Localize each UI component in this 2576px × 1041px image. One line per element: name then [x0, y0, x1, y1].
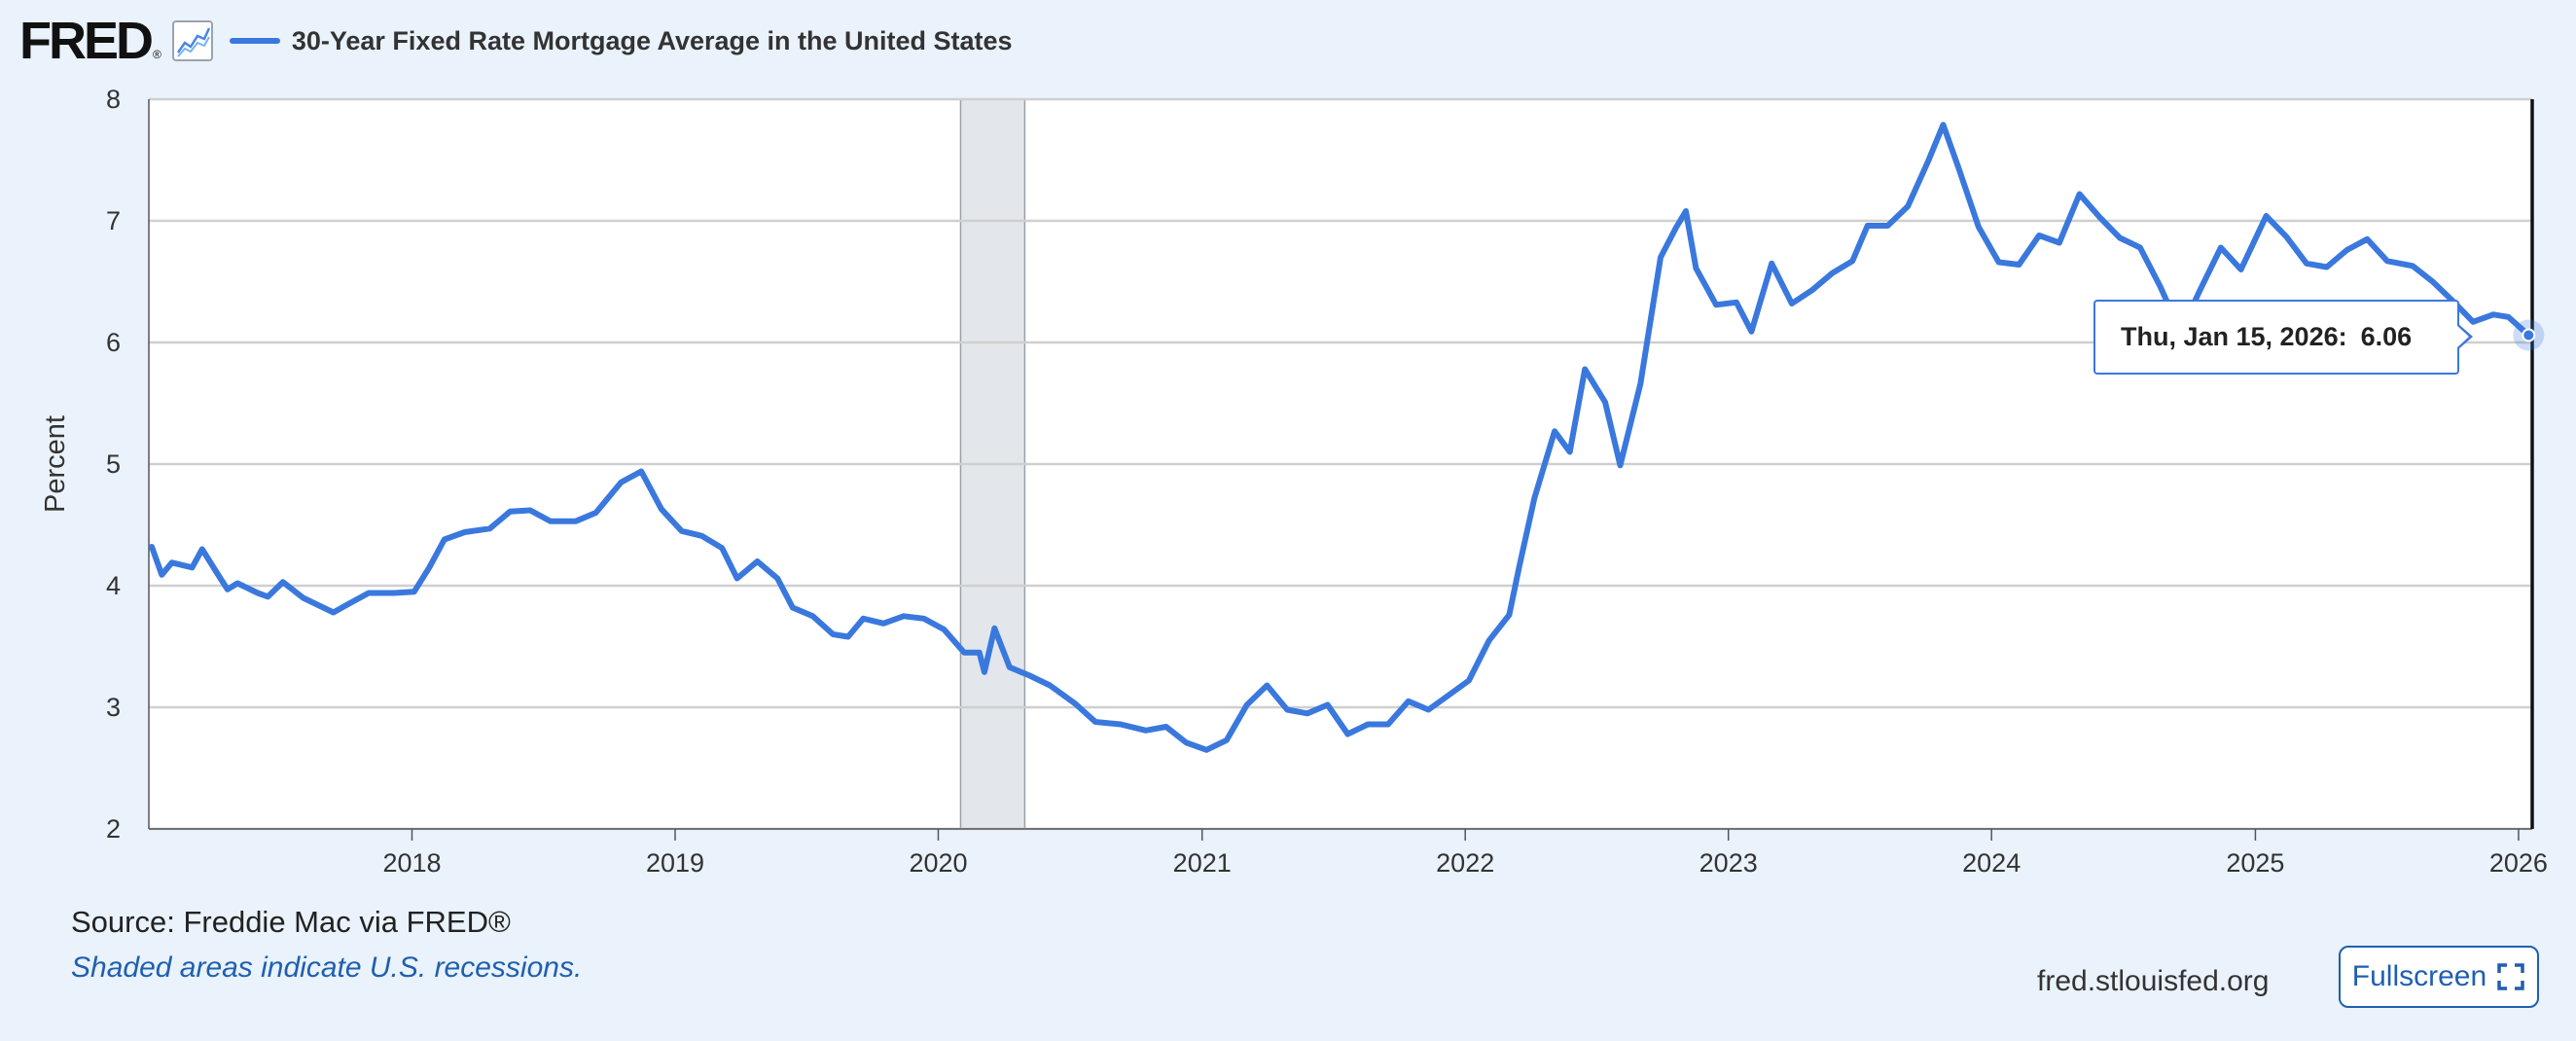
line-graph-icon	[171, 20, 213, 61]
x-tick-label: 2025	[2226, 848, 2284, 878]
y-tick-label: 6	[106, 328, 121, 357]
tooltip-date: Thu, Jan 15, 2026:	[2121, 322, 2347, 351]
series-title: 30-Year Fixed Rate Mortgage Average in t…	[291, 25, 1013, 55]
x-tick-label: 2018	[382, 848, 441, 878]
x-tick-label: 2021	[1173, 848, 1232, 878]
y-tick-label: 3	[106, 693, 121, 722]
tooltip-pointer-inner	[2456, 325, 2469, 348]
y-tick-label: 4	[106, 571, 121, 600]
x-tick-label: 2020	[909, 848, 967, 878]
series-line	[149, 122, 2532, 753]
fullscreen-button[interactable]: Fullscreen	[2339, 946, 2539, 1008]
y-axis-title: Percent	[40, 415, 71, 513]
y-tick-label: 8	[106, 85, 121, 114]
x-tick-label: 2026	[2489, 848, 2548, 878]
fred-logo[interactable]: FRED	[19, 12, 154, 70]
x-tick-label: 2019	[646, 848, 704, 878]
series-legend-swatch	[229, 38, 280, 44]
x-tick-label: 2023	[1699, 848, 1758, 878]
registered-mark: ®	[153, 48, 161, 61]
y-tick-label: 2	[106, 814, 121, 844]
recession-note: Shaded areas indicate U.S. recessions.	[71, 951, 583, 984]
x-tick-label: 2024	[1962, 848, 2021, 878]
highlight-point	[2522, 328, 2536, 342]
source-note: Source: Freddie Mac via FRED®	[71, 905, 511, 939]
fullscreen-label: Fullscreen	[2351, 960, 2487, 992]
tooltip-value: 6.06	[2360, 322, 2413, 351]
expand-icon	[2497, 963, 2524, 990]
site-link[interactable]: fred.stlouisfed.org	[2037, 965, 2270, 997]
data-tooltip: Thu, Jan 15, 2026: 6.06	[2093, 300, 2459, 375]
x-tick-label: 2022	[1436, 848, 1494, 878]
y-tick-label: 5	[106, 449, 121, 479]
chart-header: FRED ® 30-Year Fixed Rate Mortgage Avera…	[19, 12, 1013, 70]
y-tick-label: 7	[106, 206, 121, 235]
